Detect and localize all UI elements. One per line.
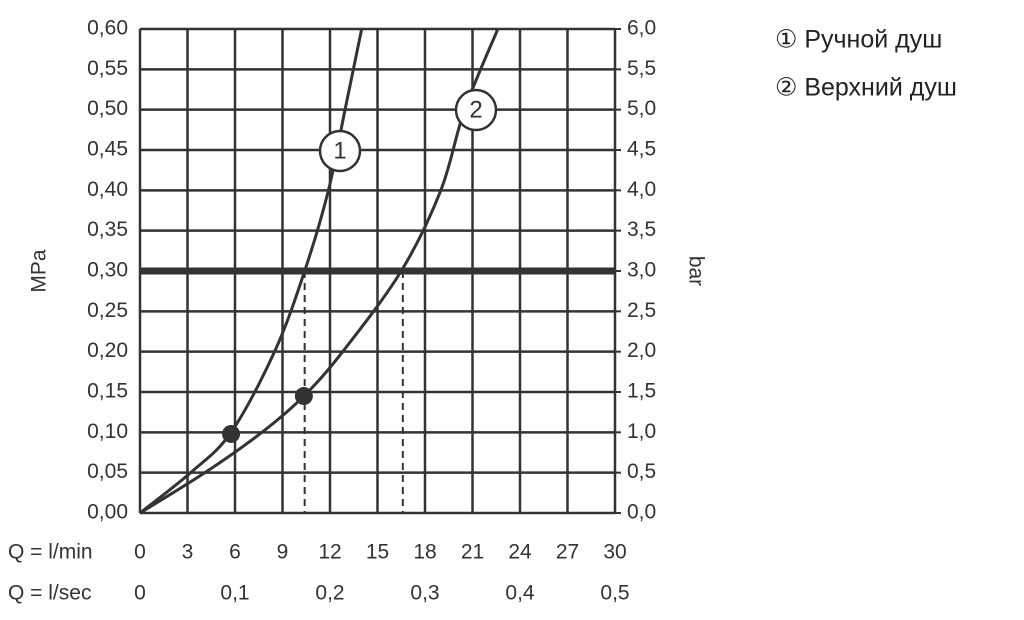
y-tick-label: 0,10 [87,420,128,443]
x-tick-label: 3 [182,541,194,564]
x2-tick-label: 0,3 [410,582,439,605]
x2-tick-label: 0 [134,582,146,605]
legend-entry: ① Ручной душ [775,26,942,54]
y-tick-label: 0,55 [87,57,128,80]
x-tick-label: 18 [413,541,436,564]
x-tick-label: 0 [134,541,146,564]
y2-tick-label: 4,0 [627,178,656,201]
y2-tick-label: 5,5 [627,57,656,80]
y2-tick-label: 3,0 [627,259,656,282]
y2-tick-label: 0,0 [627,501,656,524]
x-tick-label: 6 [229,541,241,564]
x2-tick-label: 0,4 [505,582,535,605]
y-axis-label: MPa [28,249,51,293]
point [294,387,313,406]
x2-tick-label: 0,1 [220,582,249,605]
y2-tick-label: 0,5 [627,460,656,483]
curve-label-circle [454,88,498,132]
y2-tick-label: 5,0 [627,97,656,120]
y-tick-label: 0,05 [87,460,128,483]
curve [139,28,364,515]
x-tick-label: 15 [366,541,389,564]
y2-tick-label: 2,0 [627,339,656,362]
curve [139,28,500,515]
point [222,424,241,443]
curve-label-circle [318,129,362,173]
y2-tick-label: 4,5 [627,138,656,161]
x-axis-label: Q = l/min [8,541,93,564]
y2-tick-label: 6,0 [627,17,656,40]
y2-tick-label: 2,5 [627,299,656,322]
x-tick-label: 21 [461,541,484,564]
y-tick-label: 0,20 [87,339,128,362]
y-tick-label: 0,40 [87,178,128,201]
x-tick-label: 30 [603,541,626,564]
y-tick-label: 0,35 [87,218,128,241]
y-tick-label: 0,60 [87,17,128,40]
y-tick-label: 0,45 [87,138,128,161]
y2-tick-label: 1,5 [627,380,656,403]
x-tick-label: 27 [556,541,579,564]
y2-tick-label: 3,5 [627,218,656,241]
x2-tick-label: 0,2 [315,582,344,605]
x-tick-label: 9 [277,541,289,564]
y-tick-label: 0,30 [87,259,128,282]
y-tick-label: 0,15 [87,380,128,403]
x-tick-label: 12 [318,541,341,564]
y2-tick-label: 1,0 [627,420,656,443]
curve-label: 2 [469,96,482,123]
x2-tick-label: 0,5 [600,582,629,605]
legend-entry: ② Верхний душ [775,74,957,102]
curve-label: 1 [333,137,346,164]
y-tick-label: 0,25 [87,299,128,322]
y2-axis-label: bar [684,256,707,286]
x2-axis-label: Q = l/sec [8,582,91,605]
y-tick-label: 0,50 [87,97,128,120]
y-tick-label: 0,00 [87,501,128,524]
x-tick-label: 24 [508,541,532,564]
